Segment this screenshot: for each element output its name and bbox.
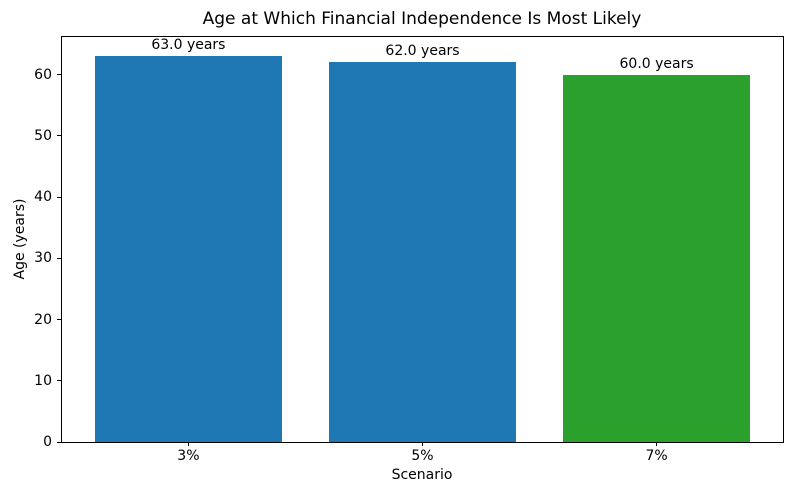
y-tick-mark — [57, 441, 61, 443]
y-tick-label: 40 — [34, 189, 52, 206]
y-tick-mark — [57, 74, 61, 76]
y-tick-mark — [57, 196, 61, 198]
bar-5% — [328, 62, 517, 442]
x-tick-mark — [187, 442, 189, 446]
y-tick-mark — [57, 135, 61, 137]
x-tick-label: 7% — [645, 448, 668, 464]
x-tick-label: 5% — [411, 448, 434, 464]
y-axis-label: Age (years) — [12, 198, 28, 280]
x-tick-mark — [422, 442, 423, 446]
y-tick-label: 50 — [34, 127, 52, 144]
y-tick-mark — [57, 380, 61, 382]
bar-3% — [94, 56, 283, 442]
plot-area: 0 10 20 30 40 50 60 63.0 years 3% 62.0 years 5% 60.… — [34, 36, 784, 463]
y-tick-mark — [57, 257, 61, 259]
y-tick-label: 10 — [34, 372, 52, 389]
y-tick-label: 0 — [43, 434, 52, 450]
x-axis-label: Scenario — [391, 467, 453, 483]
y-tick-label: 20 — [34, 311, 52, 328]
bar-value-label: 62.0 years — [385, 43, 460, 60]
bar-value-label: 60.0 years — [619, 55, 694, 72]
x-tick-mark — [656, 442, 658, 446]
bar-7% — [562, 74, 751, 442]
x-tick-label: 3% — [177, 448, 200, 464]
y-tick-label: 60 — [34, 66, 52, 83]
y-tick-label: 30 — [34, 250, 52, 267]
bar-value-label: 63.0 years — [151, 37, 226, 54]
chart-title: Age at Which Financial Independence Is M… — [202, 9, 642, 29]
y-tick-mark — [57, 319, 61, 321]
